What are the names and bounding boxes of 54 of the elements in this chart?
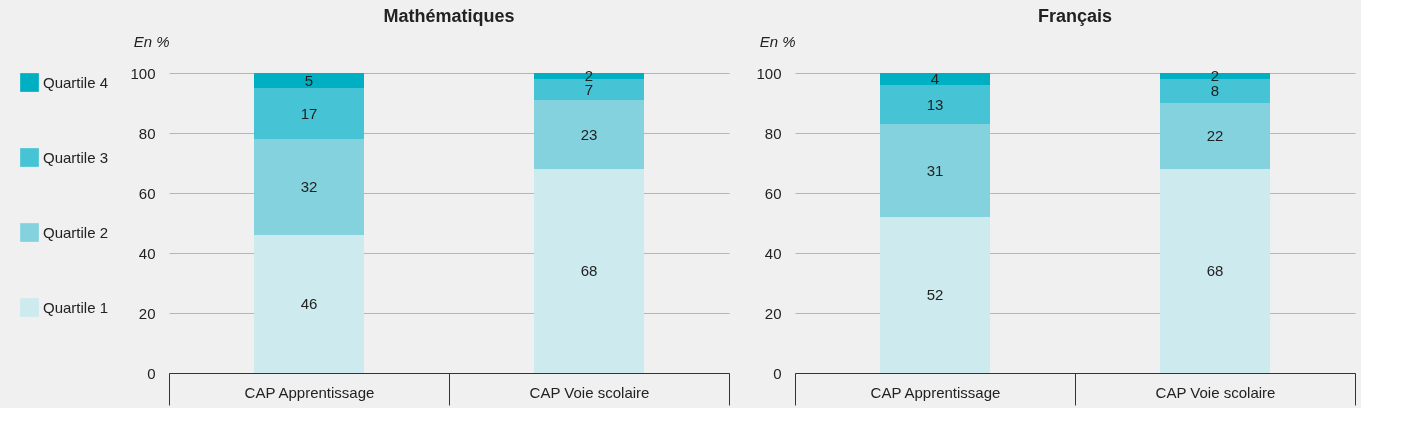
bar bbox=[1160, 169, 1270, 373]
y-axis-title: En % bbox=[759, 32, 796, 50]
y-tick-label: 80 bbox=[764, 124, 782, 142]
data-label: 17 bbox=[300, 104, 318, 122]
bar bbox=[254, 139, 364, 235]
bar bbox=[1160, 103, 1270, 169]
data-label: 46 bbox=[300, 295, 318, 312]
data-label: 5 bbox=[304, 71, 314, 89]
x-tick-label: CAP Apprentissage bbox=[870, 383, 1001, 401]
bar bbox=[254, 88, 364, 139]
y-tick-label: 40 bbox=[764, 244, 782, 262]
bar bbox=[1160, 79, 1270, 103]
y-axis-title: En % bbox=[133, 32, 170, 50]
data-label: 68 bbox=[1206, 262, 1224, 279]
x-tick-label: CAP Apprentissage bbox=[244, 383, 375, 401]
bar bbox=[880, 73, 990, 85]
chart-title: Français bbox=[1037, 6, 1113, 26]
x-tick-label: CAP Voie scolaire bbox=[529, 383, 650, 401]
legend-label: Quartile 4 bbox=[43, 73, 109, 91]
data-label: 4 bbox=[930, 70, 940, 87]
y-tick-label: 60 bbox=[138, 184, 156, 202]
data-label: 13 bbox=[926, 95, 944, 113]
bar bbox=[534, 79, 644, 100]
bar bbox=[534, 169, 644, 373]
legend-label: Quartile 2 bbox=[43, 223, 109, 241]
data-label: 8 bbox=[1210, 82, 1220, 99]
y-tick-label: 0 bbox=[773, 364, 782, 382]
data-label: 32 bbox=[300, 178, 318, 195]
bar bbox=[254, 73, 364, 88]
bar bbox=[254, 235, 364, 373]
data-label: 23 bbox=[580, 125, 598, 143]
data-label: 7 bbox=[584, 80, 594, 98]
data-label: 22 bbox=[1206, 127, 1224, 144]
y-tick-label: 0 bbox=[147, 364, 156, 382]
bar bbox=[1160, 73, 1270, 79]
y-tick-label: 100 bbox=[756, 64, 782, 82]
bar bbox=[880, 217, 990, 373]
chart-title: Mathématiques bbox=[383, 6, 515, 26]
y-tick-label: 100 bbox=[130, 64, 156, 82]
data-label: 52 bbox=[926, 286, 944, 303]
bar bbox=[880, 85, 990, 124]
data-label: 31 bbox=[926, 161, 944, 179]
x-tick-label: CAP Voie scolaire bbox=[1155, 383, 1276, 401]
legend-label: Quartile 3 bbox=[43, 148, 109, 166]
y-tick-label: 20 bbox=[138, 304, 156, 322]
y-tick-label: 60 bbox=[764, 184, 782, 202]
legend-label: Quartile 1 bbox=[43, 298, 109, 316]
bar bbox=[534, 100, 644, 169]
bar bbox=[534, 73, 644, 79]
bar bbox=[880, 124, 990, 217]
data-label: 68 bbox=[580, 262, 598, 279]
y-tick-label: 80 bbox=[138, 124, 156, 142]
y-tick-label: 20 bbox=[764, 304, 782, 322]
y-tick-label: 40 bbox=[138, 244, 156, 262]
